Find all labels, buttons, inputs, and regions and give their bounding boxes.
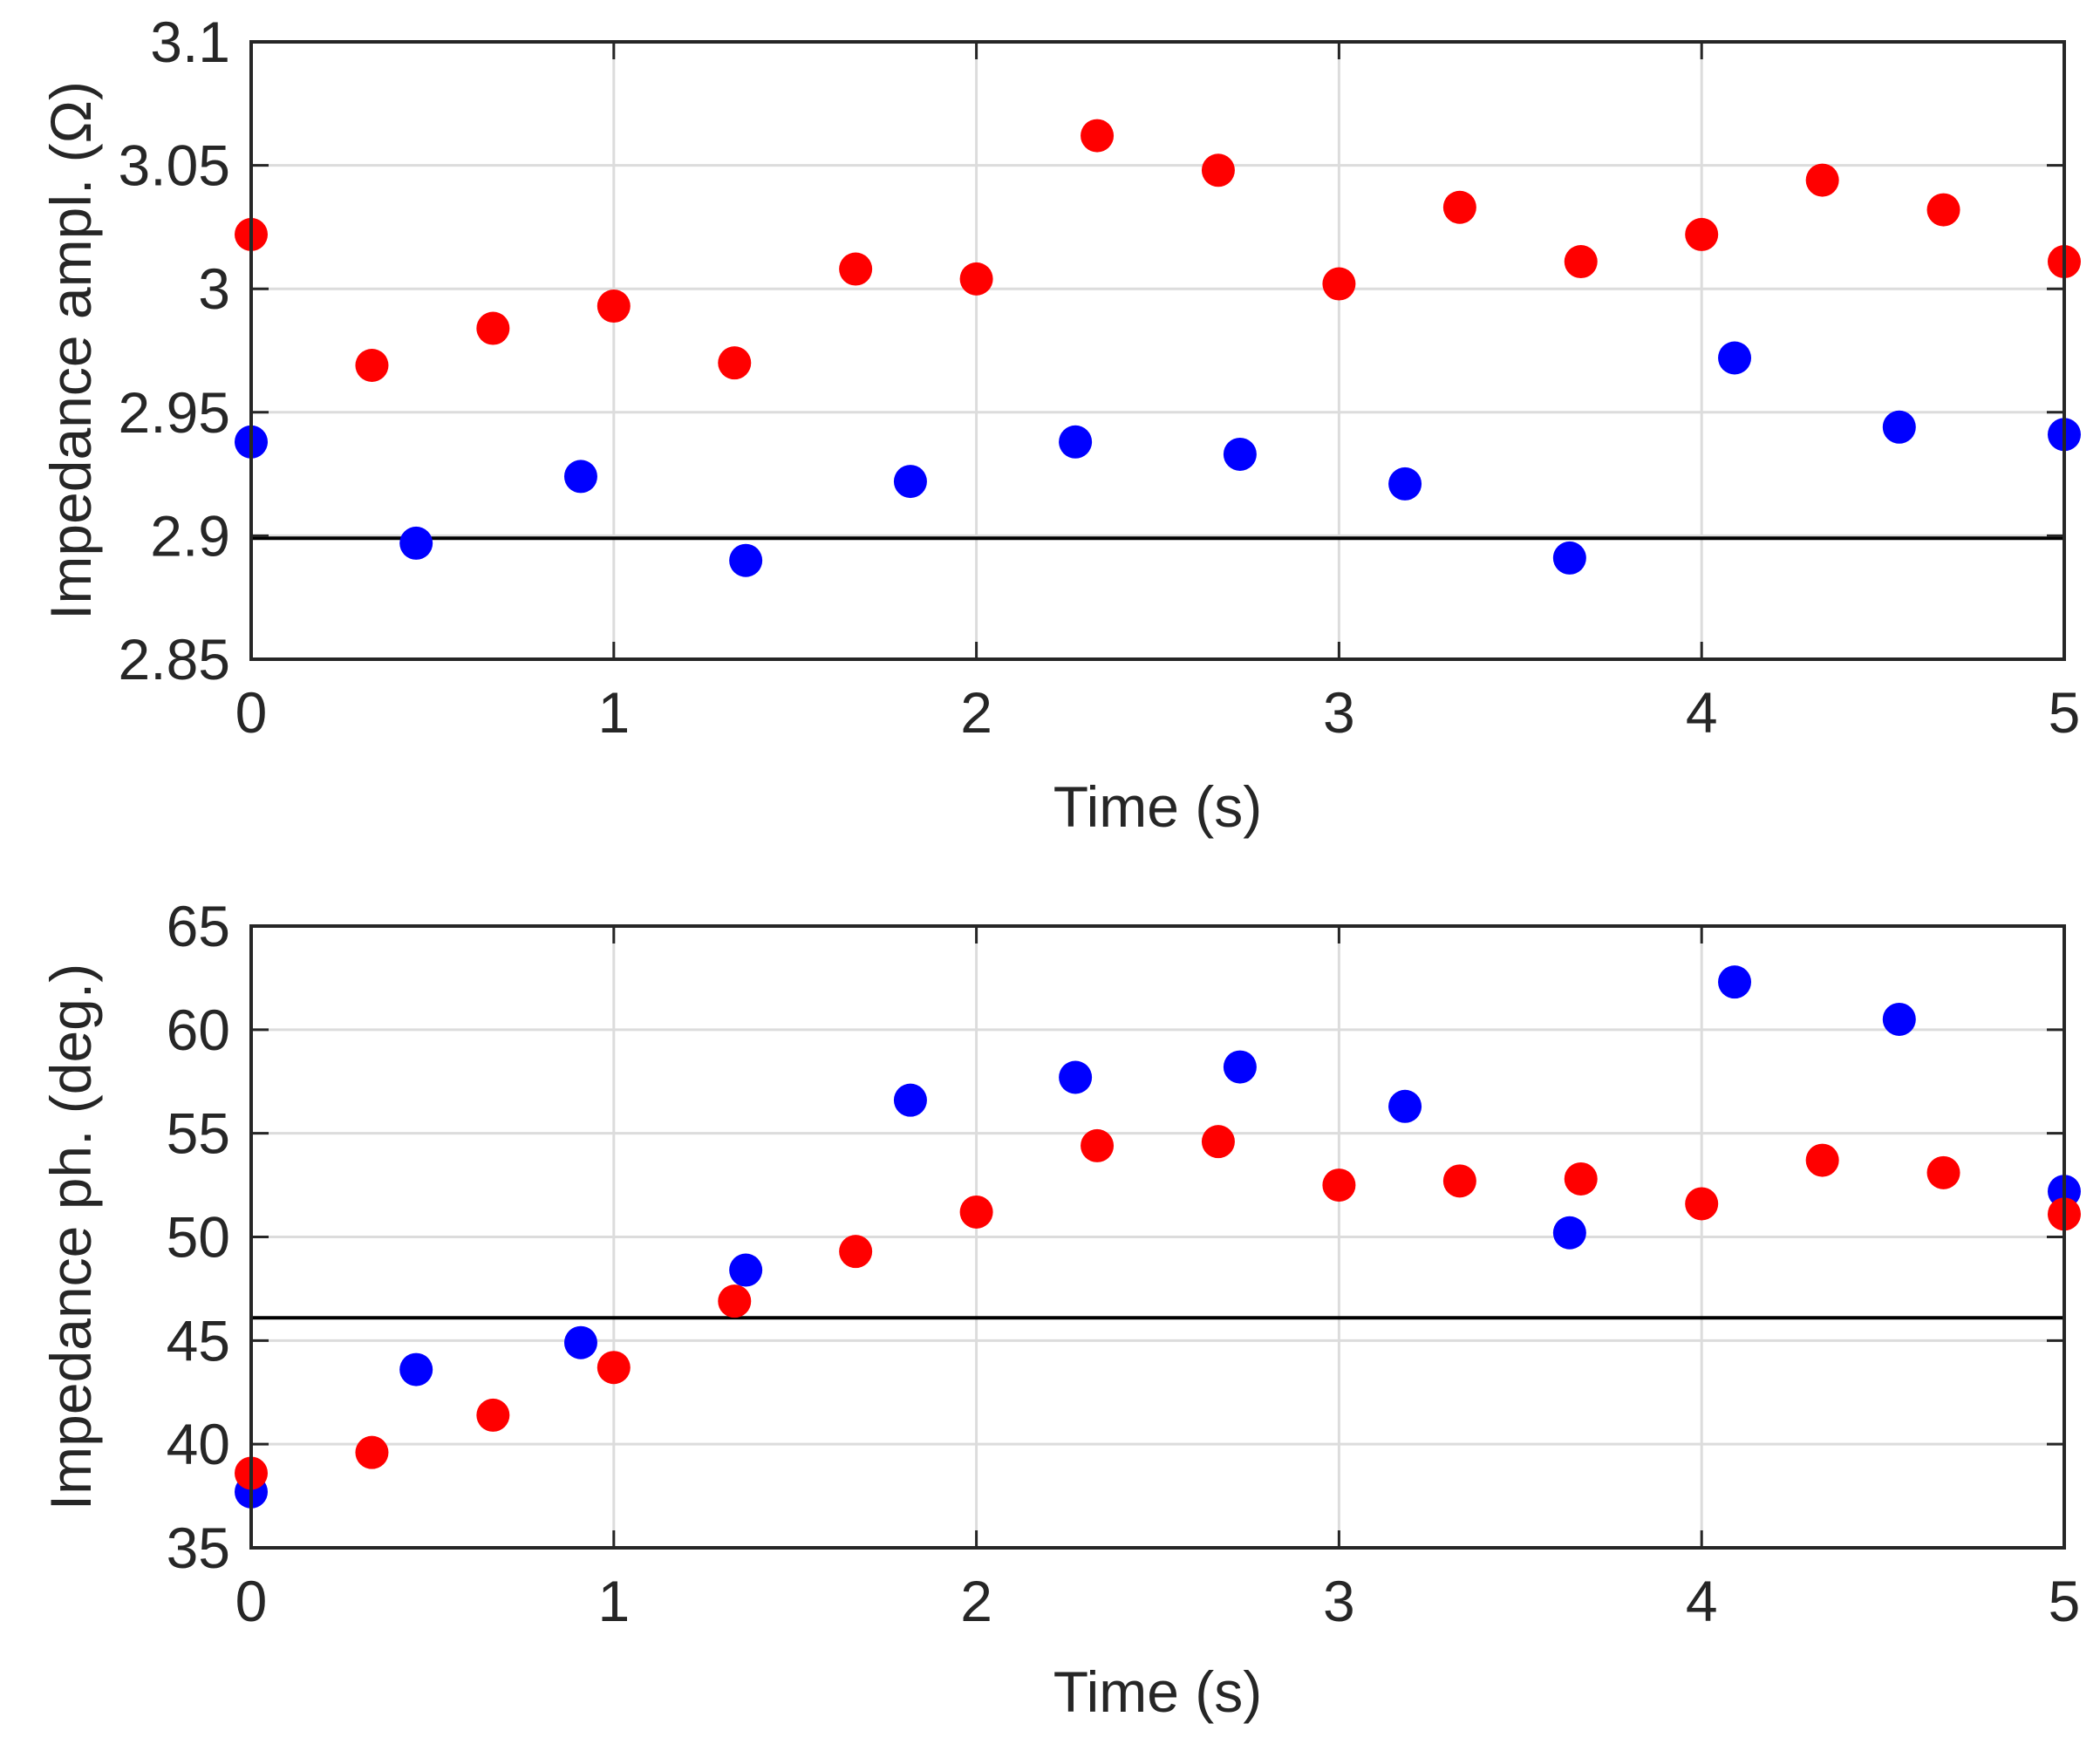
phase-blue-point-9 <box>1718 965 1752 999</box>
phase-ytick-label-1: 40 <box>167 1412 230 1476</box>
phase-ytick-label-3: 50 <box>167 1205 230 1270</box>
amplitude-blue-point-8 <box>1552 541 1586 575</box>
phase-ytick-label-0: 35 <box>167 1516 230 1580</box>
phase-red-point-4 <box>718 1284 752 1318</box>
amplitude-ytick-label-2: 2.95 <box>119 380 230 445</box>
phase-blue-point-8 <box>1552 1216 1586 1250</box>
amplitude-ticks: 0 1 2 3 4 5 2.85 2.9 2.95 3 3.05 3.1 <box>119 10 2081 745</box>
amplitude-panel: 0 1 2 3 4 5 2.85 2.9 2.95 3 3.05 3.1 Time (s) Impedan… <box>38 10 2081 839</box>
amplitude-blue-point-1 <box>399 526 433 560</box>
amplitude-red-point-9 <box>1322 267 1356 301</box>
phase-xtick-label-5: 5 <box>2049 1569 2081 1633</box>
phase-blue-point-4 <box>893 1083 927 1117</box>
amplitude-red-point-2 <box>476 311 510 345</box>
phase-red-point-1 <box>355 1435 389 1469</box>
amplitude-ytick-label-0: 2.85 <box>119 627 230 691</box>
phase-ytick-label-2: 45 <box>167 1308 230 1373</box>
amplitude-blue-point-2 <box>563 460 597 494</box>
phase-red-point-2 <box>476 1398 510 1432</box>
phase-panel-xlabel: Time (s) <box>1053 1659 1263 1724</box>
phase-red-point-3 <box>597 1351 631 1385</box>
amplitude-blue-point-10 <box>1882 410 1916 444</box>
amplitude-blue-point-6 <box>1223 437 1257 471</box>
amplitude-axes-box <box>249 40 2066 661</box>
amplitude-red-point-5 <box>839 252 873 286</box>
phase-xtick-label-1: 1 <box>597 1569 630 1633</box>
amplitude-red-point-1 <box>355 348 389 382</box>
phase-ytick-label-4: 55 <box>167 1101 230 1166</box>
amplitude-xtick-label-4: 4 <box>1686 680 1718 745</box>
amplitude-ytick-label-1: 2.9 <box>150 503 230 568</box>
phase-red-point-13 <box>1805 1143 1839 1177</box>
phase-red-point-14 <box>1926 1155 1960 1189</box>
amplitude-ytick-label-5: 3.1 <box>150 10 230 74</box>
amplitude-panel-xlabel: Time (s) <box>1053 774 1263 839</box>
phase-red-point-10 <box>1442 1164 1476 1198</box>
phase-blue-point-3 <box>729 1253 763 1287</box>
phase-blue-point-7 <box>1388 1089 1422 1123</box>
amplitude-red-point-12 <box>1685 217 1719 251</box>
amplitude-xtick-label-5: 5 <box>2049 680 2081 745</box>
phase-xtick-label-2: 2 <box>960 1569 992 1633</box>
phase-blue-point-1 <box>399 1352 433 1386</box>
amplitude-xtick-label-0: 0 <box>235 680 268 745</box>
amplitude-red-point-8 <box>1201 153 1235 187</box>
phase-series-red <box>235 1125 2081 1490</box>
amplitude-red-point-3 <box>597 290 631 324</box>
phase-red-point-11 <box>1564 1162 1598 1196</box>
amplitude-series-red <box>235 119 2081 382</box>
amplitude-blue-point-7 <box>1388 467 1422 501</box>
phase-panel-ylabel: Impedance ph. (deg.) <box>38 964 103 1510</box>
amplitude-blue-point-5 <box>1059 425 1093 459</box>
amplitude-red-point-7 <box>1081 119 1115 153</box>
amplitude-blue-point-9 <box>1718 341 1752 375</box>
phase-red-point-6 <box>959 1195 993 1229</box>
amplitude-red-point-10 <box>1442 190 1476 224</box>
phase-xtick-label-3: 3 <box>1323 1569 1355 1633</box>
phase-blue-point-5 <box>1059 1060 1093 1094</box>
amplitude-xtick-label-1: 1 <box>597 680 630 745</box>
amplitude-xtick-label-3: 3 <box>1323 680 1355 745</box>
phase-xtick-label-0: 0 <box>235 1569 268 1633</box>
amplitude-blue-point-3 <box>729 543 763 577</box>
amplitude-red-point-6 <box>959 262 993 296</box>
amplitude-red-point-13 <box>1805 163 1839 197</box>
phase-blue-point-2 <box>563 1325 597 1359</box>
phase-red-point-8 <box>1201 1125 1235 1159</box>
amplitude-blue-point-4 <box>893 465 927 499</box>
phase-blue-point-6 <box>1223 1050 1257 1084</box>
amplitude-red-point-14 <box>1926 193 1960 227</box>
phase-xtick-label-4: 4 <box>1686 1569 1718 1633</box>
phase-ytick-label-5: 60 <box>167 998 230 1062</box>
phase-red-point-9 <box>1322 1168 1356 1202</box>
amplitude-red-point-4 <box>718 346 752 380</box>
phase-ytick-label-6: 65 <box>167 894 230 958</box>
phase-red-point-12 <box>1685 1187 1719 1221</box>
phase-red-point-5 <box>839 1235 873 1269</box>
amplitude-xtick-label-2: 2 <box>960 680 992 745</box>
phase-blue-point-10 <box>1882 1002 1916 1036</box>
amplitude-red-point-11 <box>1564 245 1598 279</box>
amplitude-series-blue <box>235 341 2081 577</box>
amplitude-ytick-label-3: 3 <box>198 256 230 321</box>
amplitude-ytick-label-4: 3.05 <box>119 133 230 198</box>
amplitude-grid <box>251 42 2064 659</box>
phase-red-point-7 <box>1081 1128 1115 1162</box>
amplitude-panel-ylabel: Impedance ampl. (Ω) <box>38 81 103 620</box>
phase-grid <box>251 926 2064 1548</box>
